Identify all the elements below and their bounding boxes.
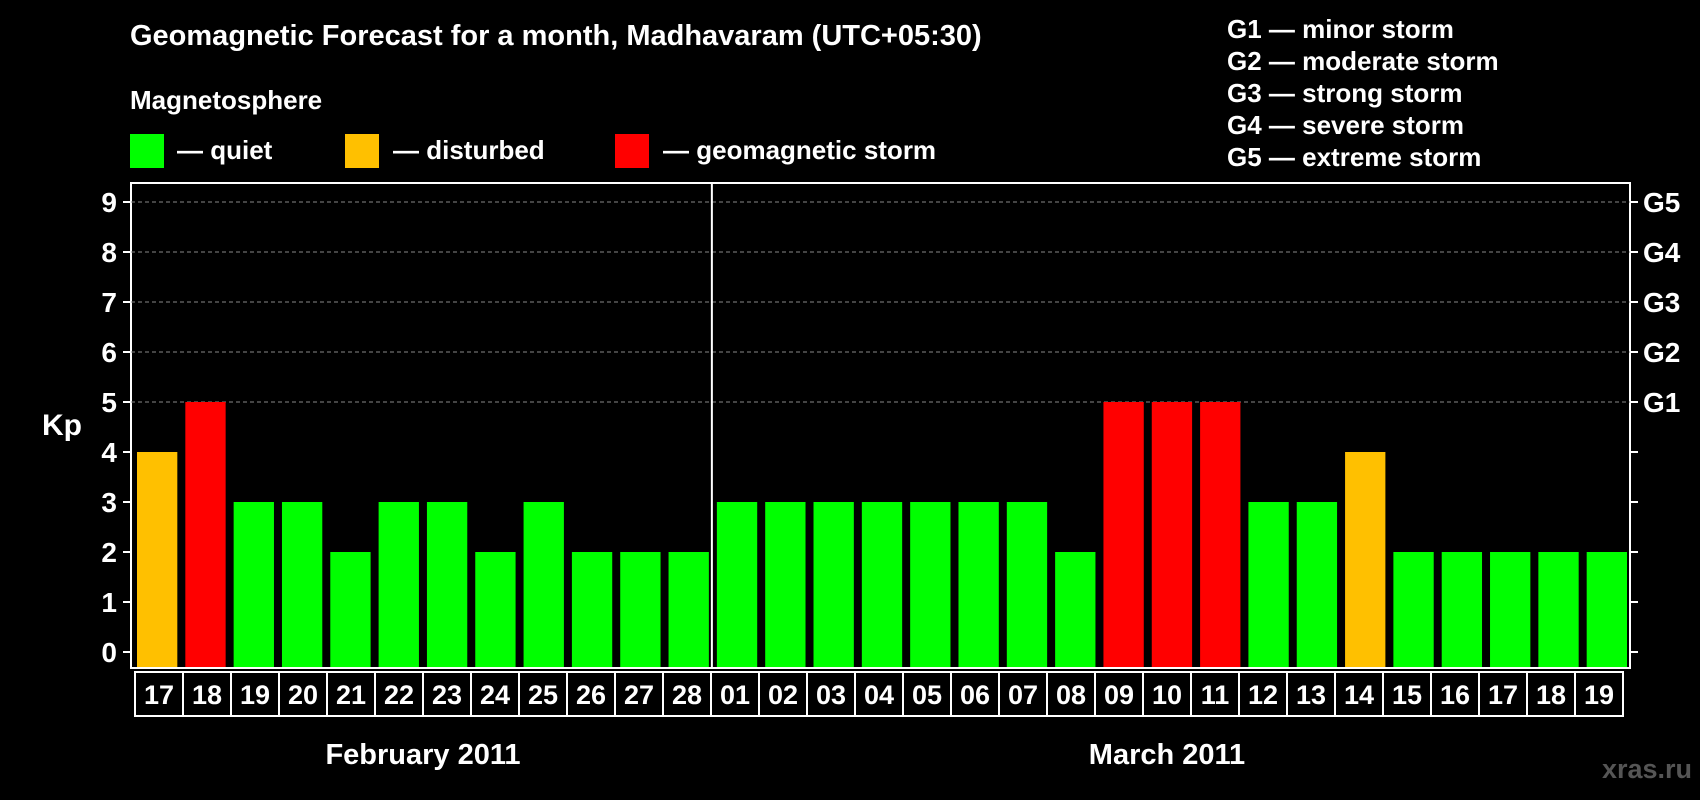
bar: [1103, 402, 1144, 667]
legend-label-storm: — geomagnetic storm: [663, 135, 937, 165]
x-tick-label: 03: [816, 680, 846, 710]
watermark: xras.ru: [1601, 754, 1692, 784]
x-tick-label: 18: [1536, 680, 1566, 710]
chart-title: Geomagnetic Forecast for a month, Madhav…: [130, 20, 982, 52]
storm-scale-g2: G2 — moderate storm: [1227, 46, 1499, 76]
x-tick-label: 10: [1152, 680, 1182, 710]
x-tick-label: 05: [912, 680, 942, 710]
bar: [233, 502, 274, 667]
x-tick-label: 16: [1440, 680, 1470, 710]
x-tick-label: 19: [240, 680, 270, 710]
bar: [1296, 502, 1338, 667]
x-tick-label: 19: [1584, 680, 1614, 710]
x-tick-label: 22: [384, 680, 414, 710]
x-tick-label: 25: [528, 680, 558, 710]
legend-swatch-storm: [615, 134, 649, 168]
bar: [1586, 552, 1627, 667]
bar: [571, 552, 613, 667]
x-tick-label: 15: [1392, 680, 1422, 710]
storm-scale-g4: G4 — severe storm: [1227, 110, 1465, 140]
right-axis-label: G2: [1643, 337, 1680, 368]
x-tick-label: 09: [1104, 680, 1134, 710]
y-tick-label: 5: [101, 387, 117, 418]
bar: [861, 502, 903, 667]
y-tick-label: 0: [101, 637, 117, 668]
y-tick-label: 6: [101, 337, 117, 368]
x-tick-label: 01: [720, 680, 750, 710]
bar: [1248, 502, 1289, 667]
y-axis-label: Kp: [42, 409, 82, 442]
bar: [1490, 552, 1531, 667]
y-tick-label: 9: [101, 187, 117, 218]
storm-scale-g3: G3 — strong storm: [1227, 78, 1463, 108]
x-tick-label: 23: [432, 680, 462, 710]
right-axis-label: G1: [1643, 387, 1680, 418]
y-tick-label: 2: [101, 537, 117, 568]
bar: [378, 502, 419, 667]
x-tick-label: 17: [144, 680, 174, 710]
x-tick-label: 12: [1248, 680, 1278, 710]
bar: [1200, 402, 1241, 667]
bar: [1441, 552, 1483, 667]
bar: [523, 502, 564, 667]
x-tick-label: 18: [192, 680, 222, 710]
right-axis-label: G3: [1643, 287, 1680, 318]
month-label: February 2011: [325, 739, 520, 771]
bar: [1006, 502, 1048, 667]
bar: [1345, 452, 1386, 667]
day-labels-box: [134, 671, 1624, 717]
bar: [765, 502, 806, 667]
bar: [281, 502, 323, 667]
plot-frame: [130, 182, 1631, 669]
storm-scale-g1: G1 — minor storm: [1227, 14, 1454, 44]
x-tick-label: 07: [1008, 680, 1038, 710]
bar: [330, 552, 371, 667]
storm-scale-g5: G5 — extreme storm: [1227, 142, 1482, 172]
x-tick-label: 26: [576, 680, 606, 710]
x-tick-label: 21: [336, 680, 366, 710]
bar: [620, 552, 661, 667]
bar: [716, 502, 758, 667]
legend-label-quiet: — quiet: [177, 135, 273, 165]
bar: [185, 402, 226, 667]
y-tick-label: 4: [101, 437, 117, 468]
legend-swatch-quiet: [130, 134, 164, 168]
x-tick-label: 27: [624, 680, 654, 710]
bar: [1055, 552, 1096, 667]
x-tick-label: 17: [1488, 680, 1518, 710]
legend-title: Magnetosphere: [130, 85, 323, 115]
bar: [1538, 552, 1579, 667]
x-tick-label: 13: [1296, 680, 1326, 710]
bar: [1393, 552, 1434, 667]
month-label: March 2011: [1089, 739, 1245, 771]
legend-label-disturbed: — disturbed: [393, 135, 545, 165]
bar: [137, 452, 178, 667]
x-tick-label: 04: [864, 680, 894, 710]
x-tick-label: 02: [768, 680, 798, 710]
legend-swatch-disturbed: [345, 134, 379, 168]
right-axis-label: G4: [1643, 237, 1681, 268]
x-tick-label: 11: [1201, 680, 1230, 710]
y-tick-label: 7: [101, 287, 117, 318]
bar: [813, 502, 854, 667]
x-tick-label: 28: [672, 680, 702, 710]
bar: [958, 502, 999, 667]
y-tick-label: 3: [101, 487, 117, 518]
bar: [426, 502, 468, 667]
bar: [668, 552, 709, 667]
x-tick-label: 20: [288, 680, 318, 710]
bar: [910, 502, 951, 667]
right-axis-label: G5: [1643, 187, 1680, 218]
x-tick-label: 06: [960, 680, 990, 710]
bar: [475, 552, 516, 667]
x-tick-label: 24: [480, 680, 510, 710]
x-tick-label: 14: [1344, 680, 1374, 710]
y-tick-label: 1: [101, 587, 117, 618]
x-tick-label: 08: [1056, 680, 1086, 710]
bar: [1151, 402, 1193, 667]
y-tick-label: 8: [101, 237, 117, 268]
